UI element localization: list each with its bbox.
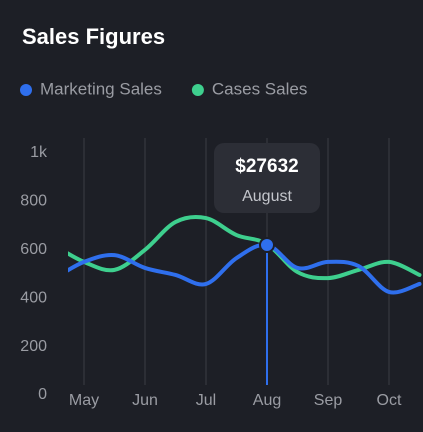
y-tick-label: 200 bbox=[20, 338, 47, 355]
x-tick-label: Sep bbox=[314, 392, 343, 409]
x-tick-label: Jun bbox=[132, 392, 158, 409]
tooltip-box bbox=[214, 143, 320, 213]
legend: Marketing Sales Cases Sales bbox=[20, 79, 307, 98]
y-tick-label: 400 bbox=[20, 289, 47, 306]
tooltip-label: August bbox=[242, 188, 292, 205]
x-tick-label: Aug bbox=[253, 392, 281, 409]
line bbox=[68, 214, 422, 281]
chart-title: Sales Figures bbox=[22, 24, 165, 49]
grid: 0 200 400 600 800 1k May Jun Jul Aug Sep Oct bbox=[20, 138, 402, 409]
y-tick-label: 1k bbox=[30, 144, 48, 161]
tooltip-point bbox=[259, 236, 275, 253]
plot bbox=[68, 214, 422, 295]
y-tick-label: 800 bbox=[20, 193, 47, 210]
line bbox=[68, 242, 422, 295]
legend-label: Marketing Sales bbox=[40, 79, 162, 98]
y-tick-label: 0 bbox=[38, 386, 47, 403]
y-tick-label: 600 bbox=[20, 241, 47, 258]
legend-label: Cases Sales bbox=[212, 79, 307, 98]
tooltip: $27632 August bbox=[214, 143, 320, 385]
x-tick-label: Oct bbox=[377, 392, 402, 409]
legend-marker bbox=[20, 84, 32, 96]
legend-marker bbox=[191, 84, 204, 96]
x-tick-label: May bbox=[69, 392, 99, 409]
x-tick-label: Jul bbox=[196, 392, 216, 409]
tooltip-value: $27632 bbox=[235, 156, 298, 177]
